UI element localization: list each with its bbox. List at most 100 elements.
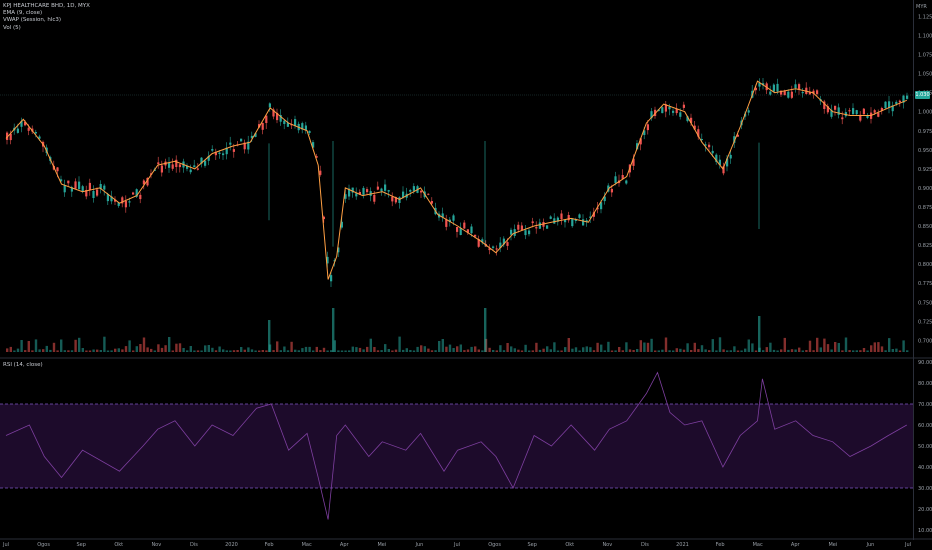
price-tick-label: 0.700 (918, 338, 932, 344)
volume-bar (808, 340, 812, 352)
volume-bar (27, 341, 30, 352)
currency-label[interactable]: MYR (916, 4, 927, 10)
volume-bar (330, 350, 333, 352)
candle-body (456, 227, 459, 232)
time-tick-label: Dis (190, 542, 198, 548)
candle-body (650, 111, 653, 119)
volume-bar (38, 349, 41, 352)
volume-bar (171, 350, 174, 352)
candle-body (276, 112, 279, 121)
candle-body (506, 242, 509, 246)
rsi-tick-label: 20.00 (918, 507, 932, 513)
candle-body (380, 188, 383, 192)
price-tick-label: 1.100 (918, 33, 932, 39)
candle-body (625, 180, 628, 184)
volume-bar (589, 347, 592, 352)
volume-bar (78, 337, 81, 352)
candle-body (92, 191, 95, 198)
candle-body (38, 136, 41, 139)
volume-bar (290, 341, 293, 352)
volume-bar (384, 344, 387, 352)
volume-bar (636, 349, 639, 352)
candle-body (708, 144, 711, 148)
price-tick-label: 0.725 (918, 319, 932, 325)
candle-body (848, 110, 851, 112)
volume-bar (333, 340, 336, 352)
volume-bar (99, 350, 102, 352)
volume-bar (279, 350, 282, 352)
volume-bar (643, 342, 646, 352)
volume-bar (189, 346, 192, 352)
volume-bar (610, 350, 614, 352)
volume-bar (63, 350, 66, 352)
candle-body (301, 123, 304, 130)
rsi-tick-label: 60.00 (918, 423, 932, 429)
time-tick-label: Apr (791, 542, 801, 548)
volume-bar (506, 343, 509, 352)
candle-body (222, 153, 225, 156)
candle-body (834, 105, 837, 110)
volume-bar (754, 350, 758, 352)
candle-body (826, 106, 829, 113)
volume-bar (240, 347, 243, 352)
volume-bar (484, 308, 487, 352)
volume-bar (535, 342, 538, 352)
candle-body (308, 130, 311, 133)
volume-bar (834, 342, 837, 352)
volume-bar (272, 350, 275, 352)
vol-legend[interactable]: Vol (5) (3, 24, 21, 31)
candle-body (430, 201, 433, 204)
candle-body (265, 115, 268, 123)
volume-bar (196, 350, 200, 352)
volume-bar (153, 350, 156, 352)
candle-body (340, 221, 343, 228)
volume-bar (355, 347, 358, 352)
volume-bar (200, 350, 203, 352)
volume-bar (294, 349, 297, 352)
volume-bar (888, 338, 891, 352)
volume-bar (585, 346, 588, 352)
rsi-legend[interactable]: RSI (14, close) (3, 362, 43, 368)
volume-bar (369, 338, 372, 352)
volume-bar (463, 350, 466, 352)
candle-body (866, 115, 869, 118)
candle-body (502, 238, 505, 245)
last-price-tag: 1.030 (915, 91, 930, 99)
time-tick-label: Mei (828, 542, 837, 548)
candle-body (315, 156, 318, 158)
price-tick-label: 0.750 (918, 300, 932, 306)
candle-body (243, 142, 246, 150)
volume-bar (844, 337, 848, 352)
volume-bar (607, 341, 610, 352)
volume-bar (646, 342, 650, 352)
candle-body (268, 103, 271, 108)
vwap-legend[interactable]: VWAP (Session, hlc3) (3, 17, 62, 24)
candle-body (592, 212, 595, 217)
candle-body (528, 230, 531, 235)
candle-body (34, 132, 37, 134)
candle-body (74, 181, 77, 189)
candle-body (463, 222, 466, 229)
volume-bar (783, 337, 786, 352)
volume-bar (88, 350, 92, 352)
candle-body (157, 162, 160, 164)
volume-bar (769, 342, 772, 352)
time-tick-label: Ogos (488, 542, 501, 548)
volume-bar (236, 350, 239, 352)
ema-legend[interactable]: EMA (9, close) (3, 10, 43, 17)
symbol-title[interactable]: KPJ HEALTHCARE BHD, 1D, MYX (3, 3, 90, 9)
candle-body (873, 110, 876, 113)
volume-bar (402, 349, 405, 352)
volume-bar (560, 350, 563, 352)
volume-bar (20, 340, 23, 352)
volume-bar (276, 341, 279, 352)
indicator-legend: KPJ HEALTHCARE BHD, 1D, MYX EMA (9, clos… (3, 3, 90, 32)
volume-bar (852, 350, 855, 352)
volume-bar (520, 350, 524, 352)
volume-bar (312, 350, 315, 352)
volume-bar (906, 350, 909, 352)
candle-body (729, 154, 732, 159)
candle-body (852, 108, 855, 115)
candle-body (67, 180, 70, 184)
